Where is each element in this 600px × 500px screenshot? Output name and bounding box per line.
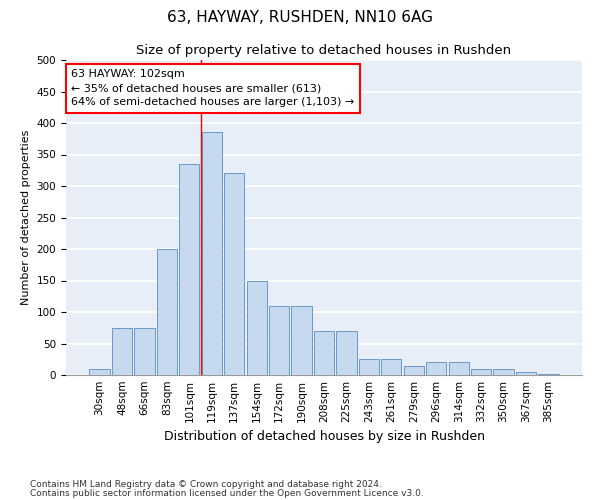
- Bar: [381, 359, 401, 375]
- Bar: [471, 368, 491, 375]
- Bar: [179, 164, 199, 375]
- Text: Contains public sector information licensed under the Open Government Licence v3: Contains public sector information licen…: [30, 488, 424, 498]
- Bar: [89, 368, 110, 375]
- Bar: [493, 368, 514, 375]
- Bar: [538, 374, 559, 375]
- Bar: [269, 306, 289, 375]
- Bar: [359, 359, 379, 375]
- Bar: [404, 366, 424, 375]
- X-axis label: Distribution of detached houses by size in Rushden: Distribution of detached houses by size …: [163, 430, 485, 444]
- Bar: [202, 132, 222, 375]
- Bar: [516, 372, 536, 375]
- Y-axis label: Number of detached properties: Number of detached properties: [21, 130, 31, 305]
- Bar: [112, 328, 132, 375]
- Bar: [134, 328, 155, 375]
- Bar: [337, 331, 356, 375]
- Text: Contains HM Land Registry data © Crown copyright and database right 2024.: Contains HM Land Registry data © Crown c…: [30, 480, 382, 489]
- Bar: [224, 174, 244, 375]
- Bar: [314, 331, 334, 375]
- Bar: [449, 362, 469, 375]
- Bar: [157, 249, 177, 375]
- Bar: [426, 362, 446, 375]
- Title: Size of property relative to detached houses in Rushden: Size of property relative to detached ho…: [136, 44, 512, 58]
- Bar: [292, 306, 311, 375]
- Bar: [247, 280, 267, 375]
- Text: 63, HAYWAY, RUSHDEN, NN10 6AG: 63, HAYWAY, RUSHDEN, NN10 6AG: [167, 10, 433, 25]
- Text: 63 HAYWAY: 102sqm
← 35% of detached houses are smaller (613)
64% of semi-detache: 63 HAYWAY: 102sqm ← 35% of detached hous…: [71, 70, 355, 108]
